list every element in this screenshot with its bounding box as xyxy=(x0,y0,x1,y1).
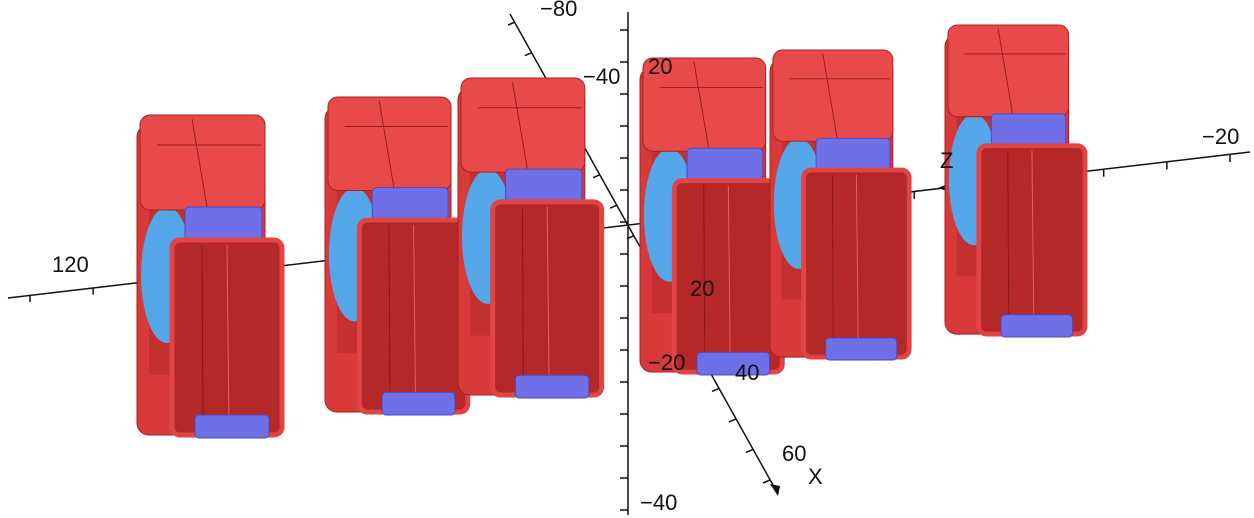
magnet xyxy=(137,115,282,438)
x-tick xyxy=(712,388,719,391)
pole-pad xyxy=(185,207,262,240)
axis-label: 40 xyxy=(735,360,759,385)
x-tick xyxy=(525,53,532,56)
pole-pad xyxy=(816,138,890,170)
axis-label: 60 xyxy=(782,441,806,466)
magnet xyxy=(640,58,782,375)
page: {"axes": {"labels": [ {"text": "−80"}, {… xyxy=(0,0,1254,518)
axis-label: 20 xyxy=(690,276,714,301)
axis-label: −20 xyxy=(648,350,685,375)
axis-label: Z xyxy=(940,148,953,173)
top-coil xyxy=(140,115,265,210)
x-tick xyxy=(610,205,617,208)
top-coil xyxy=(328,97,451,191)
pole-pad xyxy=(372,188,448,220)
pole-pad xyxy=(382,392,455,415)
axis-label: X xyxy=(808,464,823,489)
x-arrow xyxy=(770,484,780,496)
x-tick xyxy=(763,480,770,483)
magnet xyxy=(945,25,1085,337)
pole-pad xyxy=(195,415,269,438)
axis-label: −80 xyxy=(540,0,577,21)
magnet xyxy=(770,50,909,360)
pole-pad xyxy=(687,148,763,180)
axis-label: 120 xyxy=(52,252,89,277)
top-coil xyxy=(461,78,585,172)
axis-label: 20 xyxy=(648,54,672,79)
pole-pad xyxy=(991,114,1065,146)
axis-label: −40 xyxy=(640,490,677,515)
x-tick xyxy=(729,419,736,422)
magnet xyxy=(458,78,602,398)
axis-label: −20 xyxy=(1202,124,1239,149)
pole-pad xyxy=(826,338,897,360)
x-tick xyxy=(508,22,515,25)
magnet xyxy=(325,97,468,415)
3d-view: −80 −40 20 Z −20 120 20 −20 40 60X −40 xyxy=(0,0,1254,518)
axis-label: −40 xyxy=(583,64,620,89)
pole-pad xyxy=(1001,315,1072,337)
x-tick xyxy=(593,175,600,178)
pole-pad xyxy=(515,375,588,398)
x-tick xyxy=(746,449,753,452)
top-coil xyxy=(773,50,893,141)
pole-pad xyxy=(506,169,582,202)
top-coil xyxy=(948,25,1069,117)
